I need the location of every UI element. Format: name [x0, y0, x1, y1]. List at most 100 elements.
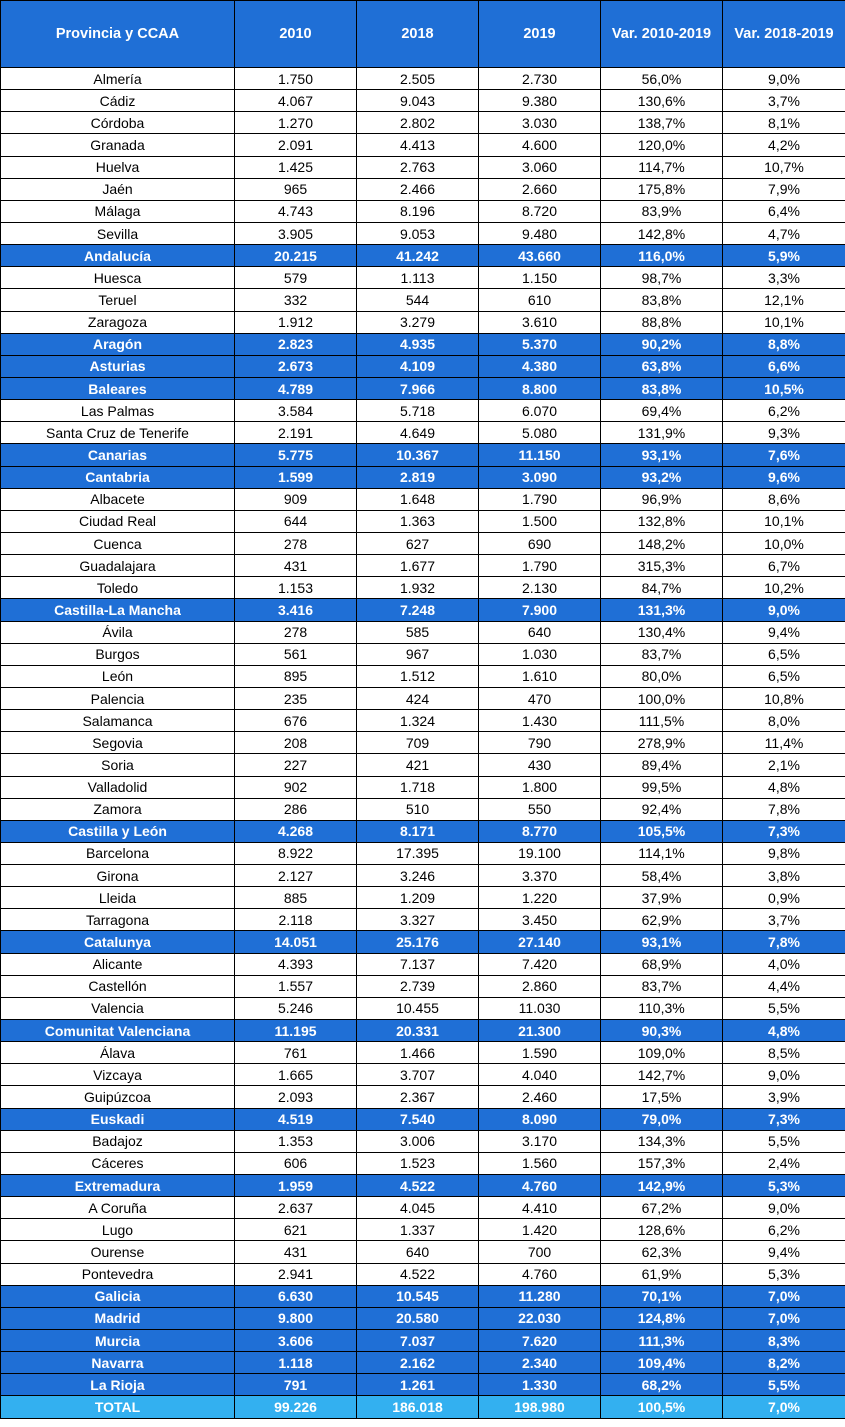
cell-name: A Coruña: [0, 1196, 235, 1220]
cell-var-2018-2019: 10,2%: [722, 576, 845, 600]
cell-2018: 1.677: [356, 554, 479, 578]
region-total-row: Catalunya 14.051 25.176 27.140 93,1% 7,8%: [0, 930, 845, 954]
cell-var-2018-2019: 3,3%: [722, 266, 845, 290]
cell-var-2018-2019: 4,8%: [722, 1019, 845, 1043]
cell-2019: 19.100: [478, 841, 601, 866]
cell-var-2018-2019: 10,5%: [722, 376, 845, 401]
region-total-row: Aragón 2.823 4.935 5.370 90,2% 8,8%: [0, 332, 845, 356]
cell-2019: 1.500: [478, 509, 601, 533]
cell-2019: 4.380: [478, 354, 601, 378]
cell-var-2010-2019: 130,4%: [600, 620, 723, 644]
cell-2019: 4.760: [478, 1174, 601, 1198]
cell-2019: 7.620: [478, 1329, 601, 1353]
cell-2018: 10.455: [356, 996, 479, 1021]
cell-name: Canarias: [0, 443, 235, 467]
cell-name: Albacete: [0, 487, 235, 511]
cell-var-2018-2019: 6,4%: [722, 199, 845, 223]
region-total-row: Navarra 1.118 2.162 2.340 109,4% 8,2%: [0, 1351, 845, 1375]
cell-var-2010-2019: 111,5%: [600, 709, 723, 733]
cell-var-2018-2019: 4,2%: [722, 133, 845, 157]
cell-2010: 8.922: [234, 841, 357, 866]
cell-2018: 967: [356, 642, 479, 666]
cell-name: Badajoz: [0, 1129, 235, 1153]
cell-2010: 2.091: [234, 133, 357, 157]
region-total-row: Murcia 3.606 7.037 7.620 111,3% 8,3%: [0, 1329, 845, 1353]
cell-2019: 550: [478, 797, 601, 821]
cell-var-2010-2019: 109,4%: [600, 1351, 723, 1375]
cell-2019: 1.790: [478, 554, 601, 578]
cell-name: Cáceres: [0, 1151, 235, 1176]
cell-2018: 8.196: [356, 199, 479, 223]
cell-2018: 1.363: [356, 509, 479, 533]
cell-2010: 6.630: [234, 1284, 357, 1308]
cell-name: Lugo: [0, 1218, 235, 1242]
province-row: Palencia 235 424 470 100,0% 10,8%: [0, 686, 845, 711]
cell-name: Comunitat Valenciana: [0, 1019, 235, 1043]
cell-2019: 2.660: [478, 177, 601, 201]
cell-2010: 278: [234, 620, 357, 644]
cell-var-2010-2019: 100,5%: [600, 1395, 723, 1419]
cell-name: Álava: [0, 1041, 235, 1065]
cell-2019: 1.430: [478, 709, 601, 733]
cell-2010: 1.353: [234, 1129, 357, 1153]
province-row: Zamora 286 510 550 92,4% 7,8%: [0, 797, 845, 821]
cell-var-2018-2019: 4,8%: [722, 775, 845, 799]
cell-2019: 1.800: [478, 775, 601, 799]
province-row: Granada 2.091 4.413 4.600 120,0% 4,2%: [0, 133, 845, 157]
cell-2019: 4.410: [478, 1196, 601, 1220]
cell-var-2010-2019: 62,3%: [600, 1240, 723, 1264]
cell-var-2018-2019: 9,0%: [722, 598, 845, 622]
cell-2019: 5.080: [478, 421, 601, 445]
cell-var-2010-2019: 93,2%: [600, 465, 723, 489]
cell-2019: 3.170: [478, 1129, 601, 1153]
cell-var-2010-2019: 138,7%: [600, 111, 723, 135]
cell-var-2018-2019: 4,7%: [722, 221, 845, 246]
cell-var-2018-2019: 5,5%: [722, 996, 845, 1021]
cell-2019: 2.730: [478, 66, 601, 91]
cell-name: Teruel: [0, 288, 235, 312]
cell-name: Cádiz: [0, 89, 235, 113]
province-row: Huesca 579 1.113 1.150 98,7% 3,3%: [0, 266, 845, 290]
cell-2019: 43.660: [478, 244, 601, 268]
header-2010: 2010: [234, 0, 357, 68]
cell-2010: 278: [234, 531, 357, 556]
cell-2018: 1.512: [356, 664, 479, 688]
cell-name: Guipúzcoa: [0, 1085, 235, 1109]
cell-2019: 700: [478, 1240, 601, 1264]
cell-name: Las Palmas: [0, 399, 235, 423]
cell-2010: 2.823: [234, 332, 357, 356]
province-row: Huelva 1.425 2.763 3.060 114,7% 10,7%: [0, 155, 845, 179]
cell-name: Málaga: [0, 199, 235, 223]
cell-2019: 1.560: [478, 1151, 601, 1176]
cell-2010: 644: [234, 509, 357, 533]
cell-2018: 8.171: [356, 819, 479, 843]
region-total-row: Canarias 5.775 10.367 11.150 93,1% 7,6%: [0, 443, 845, 467]
cell-name: Euskadi: [0, 1107, 235, 1131]
cell-var-2010-2019: 56,0%: [600, 66, 723, 91]
cell-var-2018-2019: 10,0%: [722, 531, 845, 556]
cell-2018: 1.209: [356, 886, 479, 910]
cell-var-2010-2019: 110,3%: [600, 996, 723, 1021]
cell-2018: 2.763: [356, 155, 479, 179]
cell-2018: 7.540: [356, 1107, 479, 1131]
cell-2018: 7.137: [356, 952, 479, 976]
cell-2010: 14.051: [234, 930, 357, 954]
cell-name: Cuenca: [0, 531, 235, 556]
cell-var-2018-2019: 9,0%: [722, 1063, 845, 1087]
cell-2010: 3.905: [234, 221, 357, 246]
cell-2018: 1.261: [356, 1373, 479, 1397]
cell-2019: 1.610: [478, 664, 601, 688]
cell-2018: 9.053: [356, 221, 479, 246]
header-row: Provincia y CCAA 2010 2018 2019 Var. 201…: [0, 0, 845, 68]
cell-name: TOTAL: [0, 1395, 235, 1419]
cell-var-2018-2019: 9,3%: [722, 421, 845, 445]
region-total-row: La Rioja 791 1.261 1.330 68,2% 5,5%: [0, 1373, 845, 1397]
cell-2010: 1.912: [234, 310, 357, 334]
cell-var-2010-2019: 105,5%: [600, 819, 723, 843]
cell-2019: 1.330: [478, 1373, 601, 1397]
cell-var-2010-2019: 88,8%: [600, 310, 723, 334]
cell-var-2018-2019: 7,0%: [722, 1306, 845, 1331]
cell-var-2018-2019: 10,1%: [722, 509, 845, 533]
cell-var-2010-2019: 315,3%: [600, 554, 723, 578]
cell-var-2018-2019: 5,5%: [722, 1373, 845, 1397]
